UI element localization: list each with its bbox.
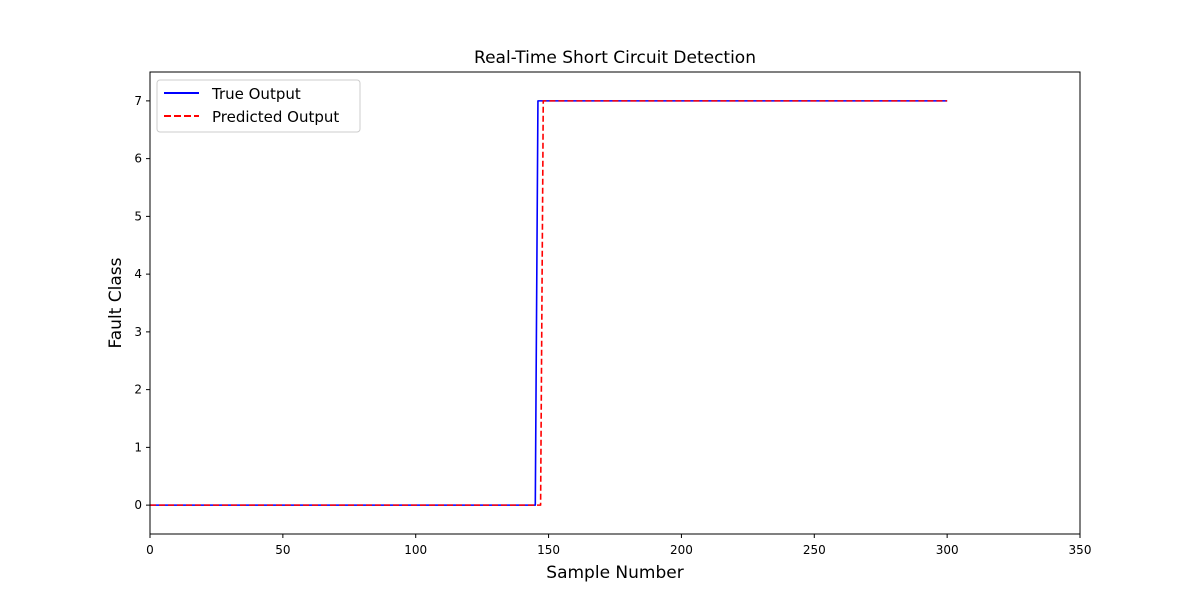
x-tick-label: 200: [670, 543, 693, 557]
x-tick-label: 50: [275, 543, 290, 557]
series-layer: [150, 100, 948, 506]
y-tick-label: 6: [134, 152, 142, 166]
y-tick-label: 7: [134, 94, 142, 108]
y-tick-label: 0: [134, 498, 142, 512]
legend-label-true-output: True Output: [211, 85, 301, 103]
y-tick-label: 1: [134, 440, 142, 454]
y-tick-label: 5: [134, 209, 142, 223]
x-tick-label: 100: [404, 543, 427, 557]
y-axis-ticks: 0 1 2 3 4 5 6 7: [134, 94, 150, 512]
legend-box: [156, 79, 361, 133]
x-tick-label: 350: [1069, 543, 1092, 557]
legend: True Output Predicted Output: [156, 79, 361, 133]
x-tick-label: 0: [146, 543, 154, 557]
chart-title: Real-Time Short Circuit Detection: [474, 48, 756, 68]
x-tick-label: 300: [936, 543, 959, 557]
y-tick-label: 2: [134, 383, 142, 397]
y-tick-label: 3: [134, 325, 142, 339]
x-tick-label: 250: [803, 543, 826, 557]
x-tick-label: 150: [537, 543, 560, 557]
x-axis-ticks: 0 50 100 150 200 250 300 350: [146, 534, 1091, 557]
plot-frame: [149, 71, 1081, 535]
x-axis-label: Sample Number: [546, 563, 683, 583]
legend-label-predicted-output: Predicted Output: [212, 108, 339, 126]
y-tick-label: 4: [134, 267, 142, 281]
y-axis-label: Fault Class: [106, 257, 126, 348]
